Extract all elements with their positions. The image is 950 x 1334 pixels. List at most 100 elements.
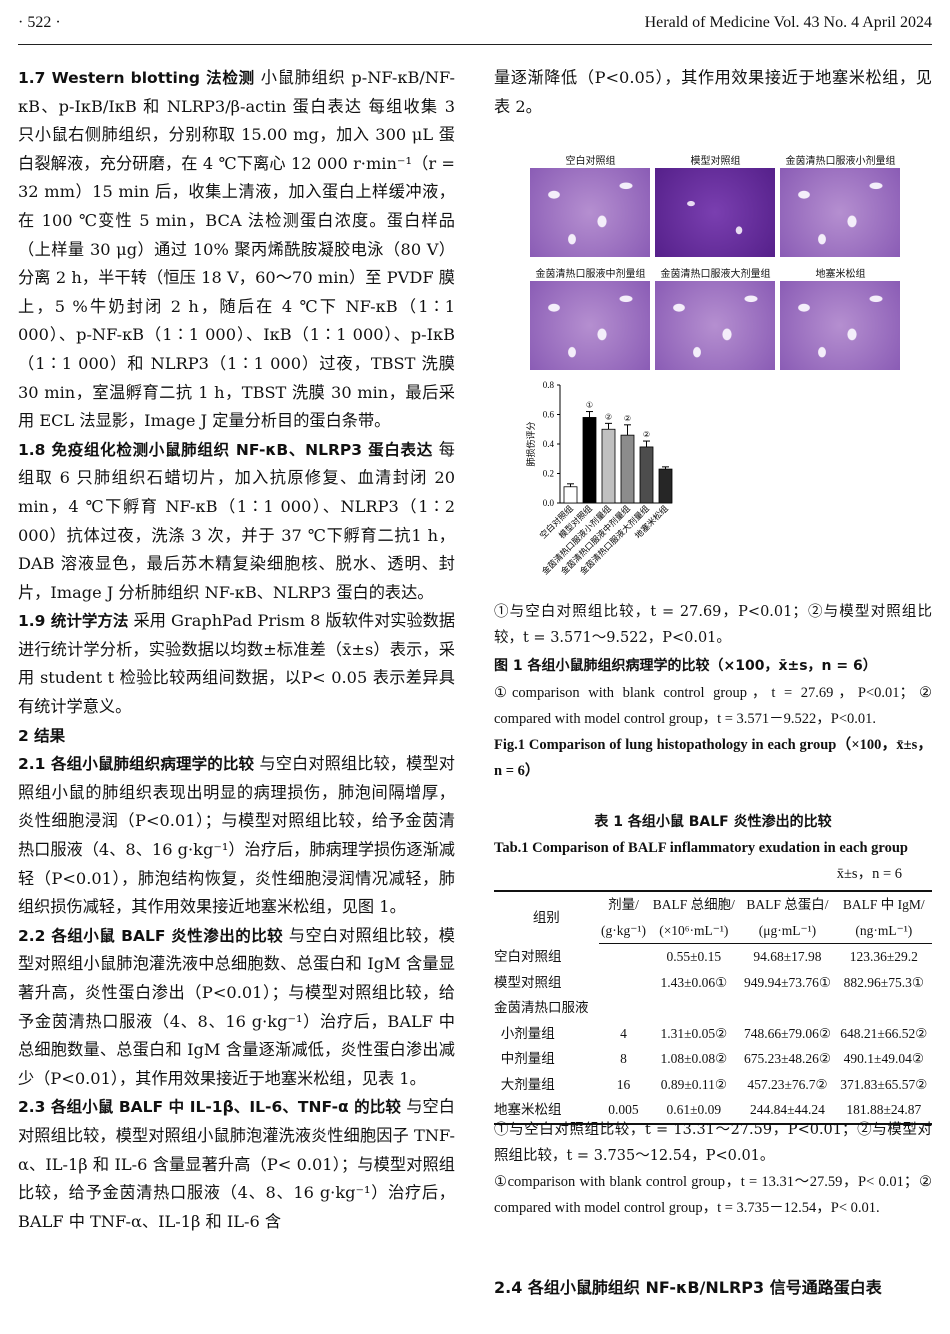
table-cell: 模型对照组 [494, 974, 562, 990]
micrograph-image [655, 281, 775, 370]
significance-mark: ① [586, 401, 593, 410]
significance-mark: ② [605, 412, 612, 421]
y-tick-label: 0.6 [543, 410, 555, 420]
table-cell: 244.84±44.24 [739, 1097, 836, 1125]
table-row: 小剂量组 4 1.31±0.05② 748.66±79.06② 648.21±66.52… [494, 1021, 932, 1047]
table-cell: 0.89±0.11② [660, 1076, 727, 1092]
section-heading: 2 结果 [18, 726, 66, 745]
table-cell [739, 995, 835, 1021]
table-cell: 1.31±0.05② [660, 1025, 728, 1041]
bar [658, 468, 673, 504]
table-1: 组别 剂量/BALF 总细胞/BALF 总蛋白/BALF 中 IgM/ (g·kg… [494, 890, 932, 1125]
table-header: BALF 总细胞/ [648, 890, 740, 918]
paragraph-text: 采用 GraphPad Prism 8 版软件对实验数据进行统计学分析，实验数据… [18, 611, 456, 717]
figure-note-en: ①comparison with blank control group，t =… [494, 685, 932, 727]
paragraph: 2.2 各组小鼠 BALF 炎性渗出的比较 与空白对照组比较，模型对照组小鼠肺泡… [18, 922, 455, 1094]
table-cell [599, 995, 649, 1021]
table-cell: 8 [620, 1051, 627, 1066]
table-cell: 金茵清热口服液 [494, 1000, 589, 1015]
table-cell: 16 [616, 1076, 631, 1092]
table-cell: 123.36±29.2 [849, 949, 918, 964]
y-tick-label: 0.0 [543, 498, 555, 508]
page-number: · 522 · [18, 14, 61, 31]
table-cell: 0.005 [598, 1097, 649, 1125]
table-header: 剂量/ [598, 890, 649, 918]
table-note-en: ①comparison with blank control group，t =… [494, 1174, 932, 1216]
table-header: BALF 中 IgM/ [835, 890, 932, 918]
section-heading-2-4: 2.4 各组小鼠肺组织 NF-κB/NLRP3 信号通路蛋白表 [494, 1278, 882, 1297]
table-cell: 675.23±48.26② [743, 1051, 831, 1066]
table-cell: 空白对照组 [494, 948, 562, 964]
micrograph-label: 金茵清热口服液大剂量组 [660, 269, 771, 280]
header-rule [18, 44, 932, 45]
micrograph-label: 地塞米松组 [815, 269, 866, 280]
paragraph-text: 与空白对照组比较，模型对照组小鼠的肺组织表现出明显的病理损伤，肺泡间隔增厚，炎性… [18, 754, 455, 917]
table-cell: 457.23±76.7② [747, 1076, 828, 1092]
table-cell: 小剂量组 [494, 1025, 555, 1041]
paragraph: 2.1 各组小鼠肺组织病理学的比较 与空白对照组比较，模型对照组小鼠的肺组织表现… [18, 750, 455, 922]
table-stat: x̄±s，n = 6 [836, 865, 902, 882]
table-title-en: Tab.1 Comparison of BALF inflammatory ex… [494, 836, 932, 887]
table-cell: 4 [620, 1025, 627, 1041]
paragraph: 1.9 统计学方法 采用 GraphPad Prism 8 版软件对实验数据进行… [18, 607, 455, 721]
table-title-en-text: Tab.1 Comparison of BALF inflammatory ex… [494, 840, 908, 856]
bar [639, 446, 654, 504]
table-note-cn: ①与空白对照组比较，t = 13.31～27.59，P<0.01；②与模型对照组… [494, 1122, 932, 1164]
right-column-text: 量逐渐降低（P<0.05），其作用效果接近于地塞米松组，见表 2。 [494, 68, 932, 116]
table-row: 中剂量组 8 1.08±0.08② 675.23±48.26② 490.1±49.04② [494, 1046, 932, 1072]
table-cell: 地塞米松组 [494, 1097, 599, 1125]
table-cell: 1.43±0.06① [660, 974, 728, 990]
table-row: 金茵清热口服液 [494, 995, 932, 1021]
section-heading: 2.3 各组小鼠 BALF 中 IL-1β、IL-6、TNF-α 的比较 [18, 1098, 401, 1117]
section-heading: 1.8 免疫组化检测小鼠肺组织 NF-κB、NLRP3 蛋白表达 [18, 440, 433, 459]
micrograph-label: 金茵清热口服液中剂量组 [535, 269, 646, 280]
table-title-cn: 表 1 各组小鼠 BALF 炎性渗出的比较 [594, 814, 832, 830]
significance-mark: ② [643, 430, 650, 439]
table-cell [648, 995, 739, 1021]
table-row: 空白对照组 0.55±0.15 94.68±17.98 123.36±29.2 [494, 944, 932, 970]
micrograph-image [780, 281, 900, 370]
table-cell: 371.83±65.57② [840, 1076, 928, 1092]
bar [620, 434, 635, 504]
y-tick-label: 0.2 [543, 469, 554, 479]
micrograph-image [530, 168, 650, 257]
table-cell: 大剂量组 [494, 1076, 555, 1092]
paragraph-text: 与空白对照组比较，模型对照组小鼠肺泡灌洗液炎性细胞因子 TNF-α、IL-1β … [18, 1097, 455, 1231]
table-cell: 1.08±0.08② [660, 1051, 728, 1066]
table-cell [836, 995, 932, 1021]
table-cell: 94.68±17.98 [753, 949, 822, 964]
table-cell [599, 944, 649, 970]
table-cell: 748.66±79.06② [743, 1025, 831, 1041]
bar [582, 417, 597, 504]
journal-header: Herald of Medicine Vol. 43 No. 4 April 2… [644, 14, 932, 31]
paragraph: 1.8 免疫组化检测小鼠肺组织 NF-κB、NLRP3 蛋白表达 每组取 6 只… [18, 436, 455, 608]
left-column: 1.7 Western blotting 法检测 小鼠肺组织 p-NF-κB/N… [18, 64, 455, 1236]
table-header-unit: (×10⁶·mL⁻¹) [648, 917, 740, 944]
bar [563, 486, 578, 504]
table-cell: 490.1±49.04② [843, 1051, 924, 1066]
table-cell: 648.21±66.52② [840, 1025, 928, 1041]
paragraph-text: 每组取 6 只肺组织石蜡切片，加入抗原修复、血清封闭 20 min，4 ℃下孵育… [18, 439, 455, 602]
micrograph-label: 空白对照组 [565, 156, 616, 167]
table-header: 组别 [494, 890, 599, 944]
section-heading: 1.9 统计学方法 [18, 612, 129, 631]
bar-chart: 0.00.20.40.60.8肺损伤评分空白对照组①模型对照组②金茵清热口服液小… [525, 380, 673, 577]
paragraph-text: 小鼠肺组织 p-NF-κB/NF-κB、p-IκB/IκB 和 NLRP3/β-… [18, 68, 455, 431]
table-row: 地塞米松组 0.005 0.61±0.09 244.84±44.24 181.88±24… [494, 1097, 932, 1125]
y-axis-label: 肺损伤评分 [525, 421, 537, 466]
micrograph-label: 金茵清热口服液小剂量组 [785, 156, 896, 167]
table-cell: 882.96±75.3① [843, 974, 924, 990]
table-header-unit: (g·kg⁻¹) [598, 917, 649, 944]
table-header: BALF 总蛋白/ [739, 890, 836, 918]
figure-note-cn: ①与空白对照组比较，t = 27.69，P<0.01；②与模型对照组比较，t =… [494, 604, 932, 646]
table-cell: 949.94±73.76① [743, 974, 831, 990]
micrograph-image [655, 168, 775, 257]
micrograph-image [780, 168, 900, 257]
significance-mark: ② [624, 414, 631, 423]
section-heading: 2.2 各组小鼠 BALF 炎性渗出的比较 [18, 926, 284, 945]
y-tick-label: 0.4 [543, 439, 555, 449]
table-cell: 中剂量组 [494, 1051, 555, 1066]
bar [601, 428, 616, 504]
paragraph: 2 结果 [18, 722, 455, 751]
figure-caption-en: Fig.1 Comparison of lung histopathology … [494, 737, 932, 779]
